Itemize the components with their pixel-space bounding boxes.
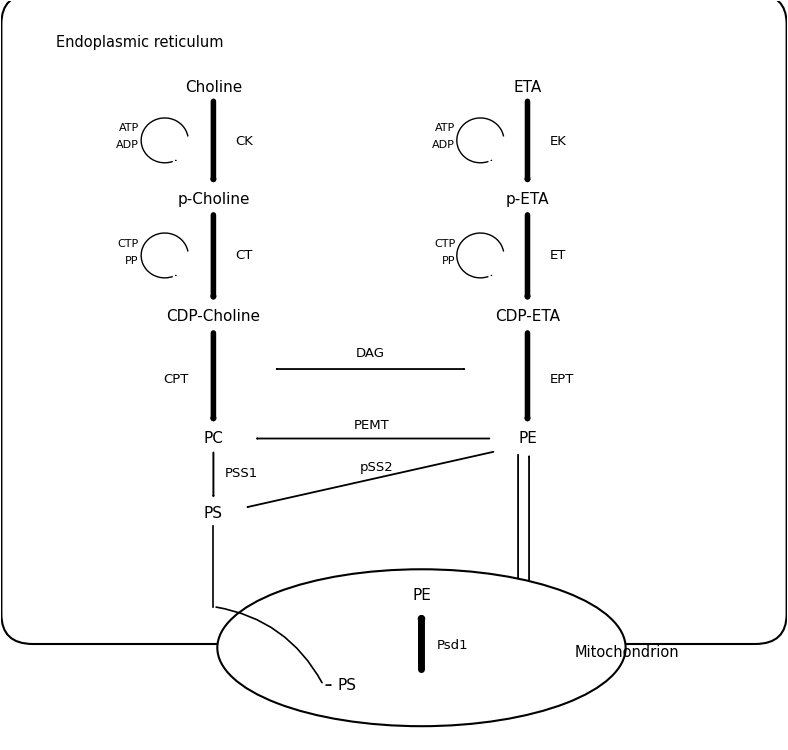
Text: PS: PS: [337, 677, 356, 692]
Text: PE: PE: [518, 431, 537, 446]
Text: ATP: ATP: [118, 124, 139, 134]
FancyBboxPatch shape: [2, 0, 786, 644]
Text: EK: EK: [549, 135, 567, 148]
Text: Endoplasmic reticulum: Endoplasmic reticulum: [57, 35, 224, 50]
Text: ADP: ADP: [433, 140, 455, 150]
Text: ET: ET: [549, 249, 566, 262]
Text: EPT: EPT: [549, 373, 574, 386]
Text: CTP: CTP: [434, 239, 455, 249]
Text: CT: CT: [236, 249, 253, 262]
Text: p-Choline: p-Choline: [177, 192, 250, 207]
Text: Mitochondrion: Mitochondrion: [574, 646, 679, 661]
Text: CK: CK: [236, 135, 253, 148]
Text: pSS2: pSS2: [360, 460, 393, 474]
Text: CDP-Choline: CDP-Choline: [166, 309, 260, 324]
Text: PSS1: PSS1: [225, 467, 258, 480]
Text: CTP: CTP: [117, 239, 139, 249]
Text: PP: PP: [125, 256, 139, 266]
Text: Choline: Choline: [184, 80, 242, 94]
Text: PEMT: PEMT: [354, 419, 390, 432]
FancyArrowPatch shape: [216, 607, 322, 682]
Text: ATP: ATP: [435, 124, 455, 134]
Text: CDP-ETA: CDP-ETA: [495, 309, 560, 324]
Text: ETA: ETA: [513, 80, 541, 94]
Ellipse shape: [217, 569, 626, 726]
Text: p-ETA: p-ETA: [506, 192, 549, 207]
Text: PS: PS: [204, 506, 223, 520]
Text: Psd1: Psd1: [437, 639, 469, 652]
Text: DAG: DAG: [356, 347, 385, 360]
Text: PE: PE: [412, 588, 431, 603]
Text: PP: PP: [442, 256, 455, 266]
Text: CPT: CPT: [163, 373, 188, 386]
Text: ADP: ADP: [116, 140, 139, 150]
Text: PC: PC: [203, 431, 223, 446]
